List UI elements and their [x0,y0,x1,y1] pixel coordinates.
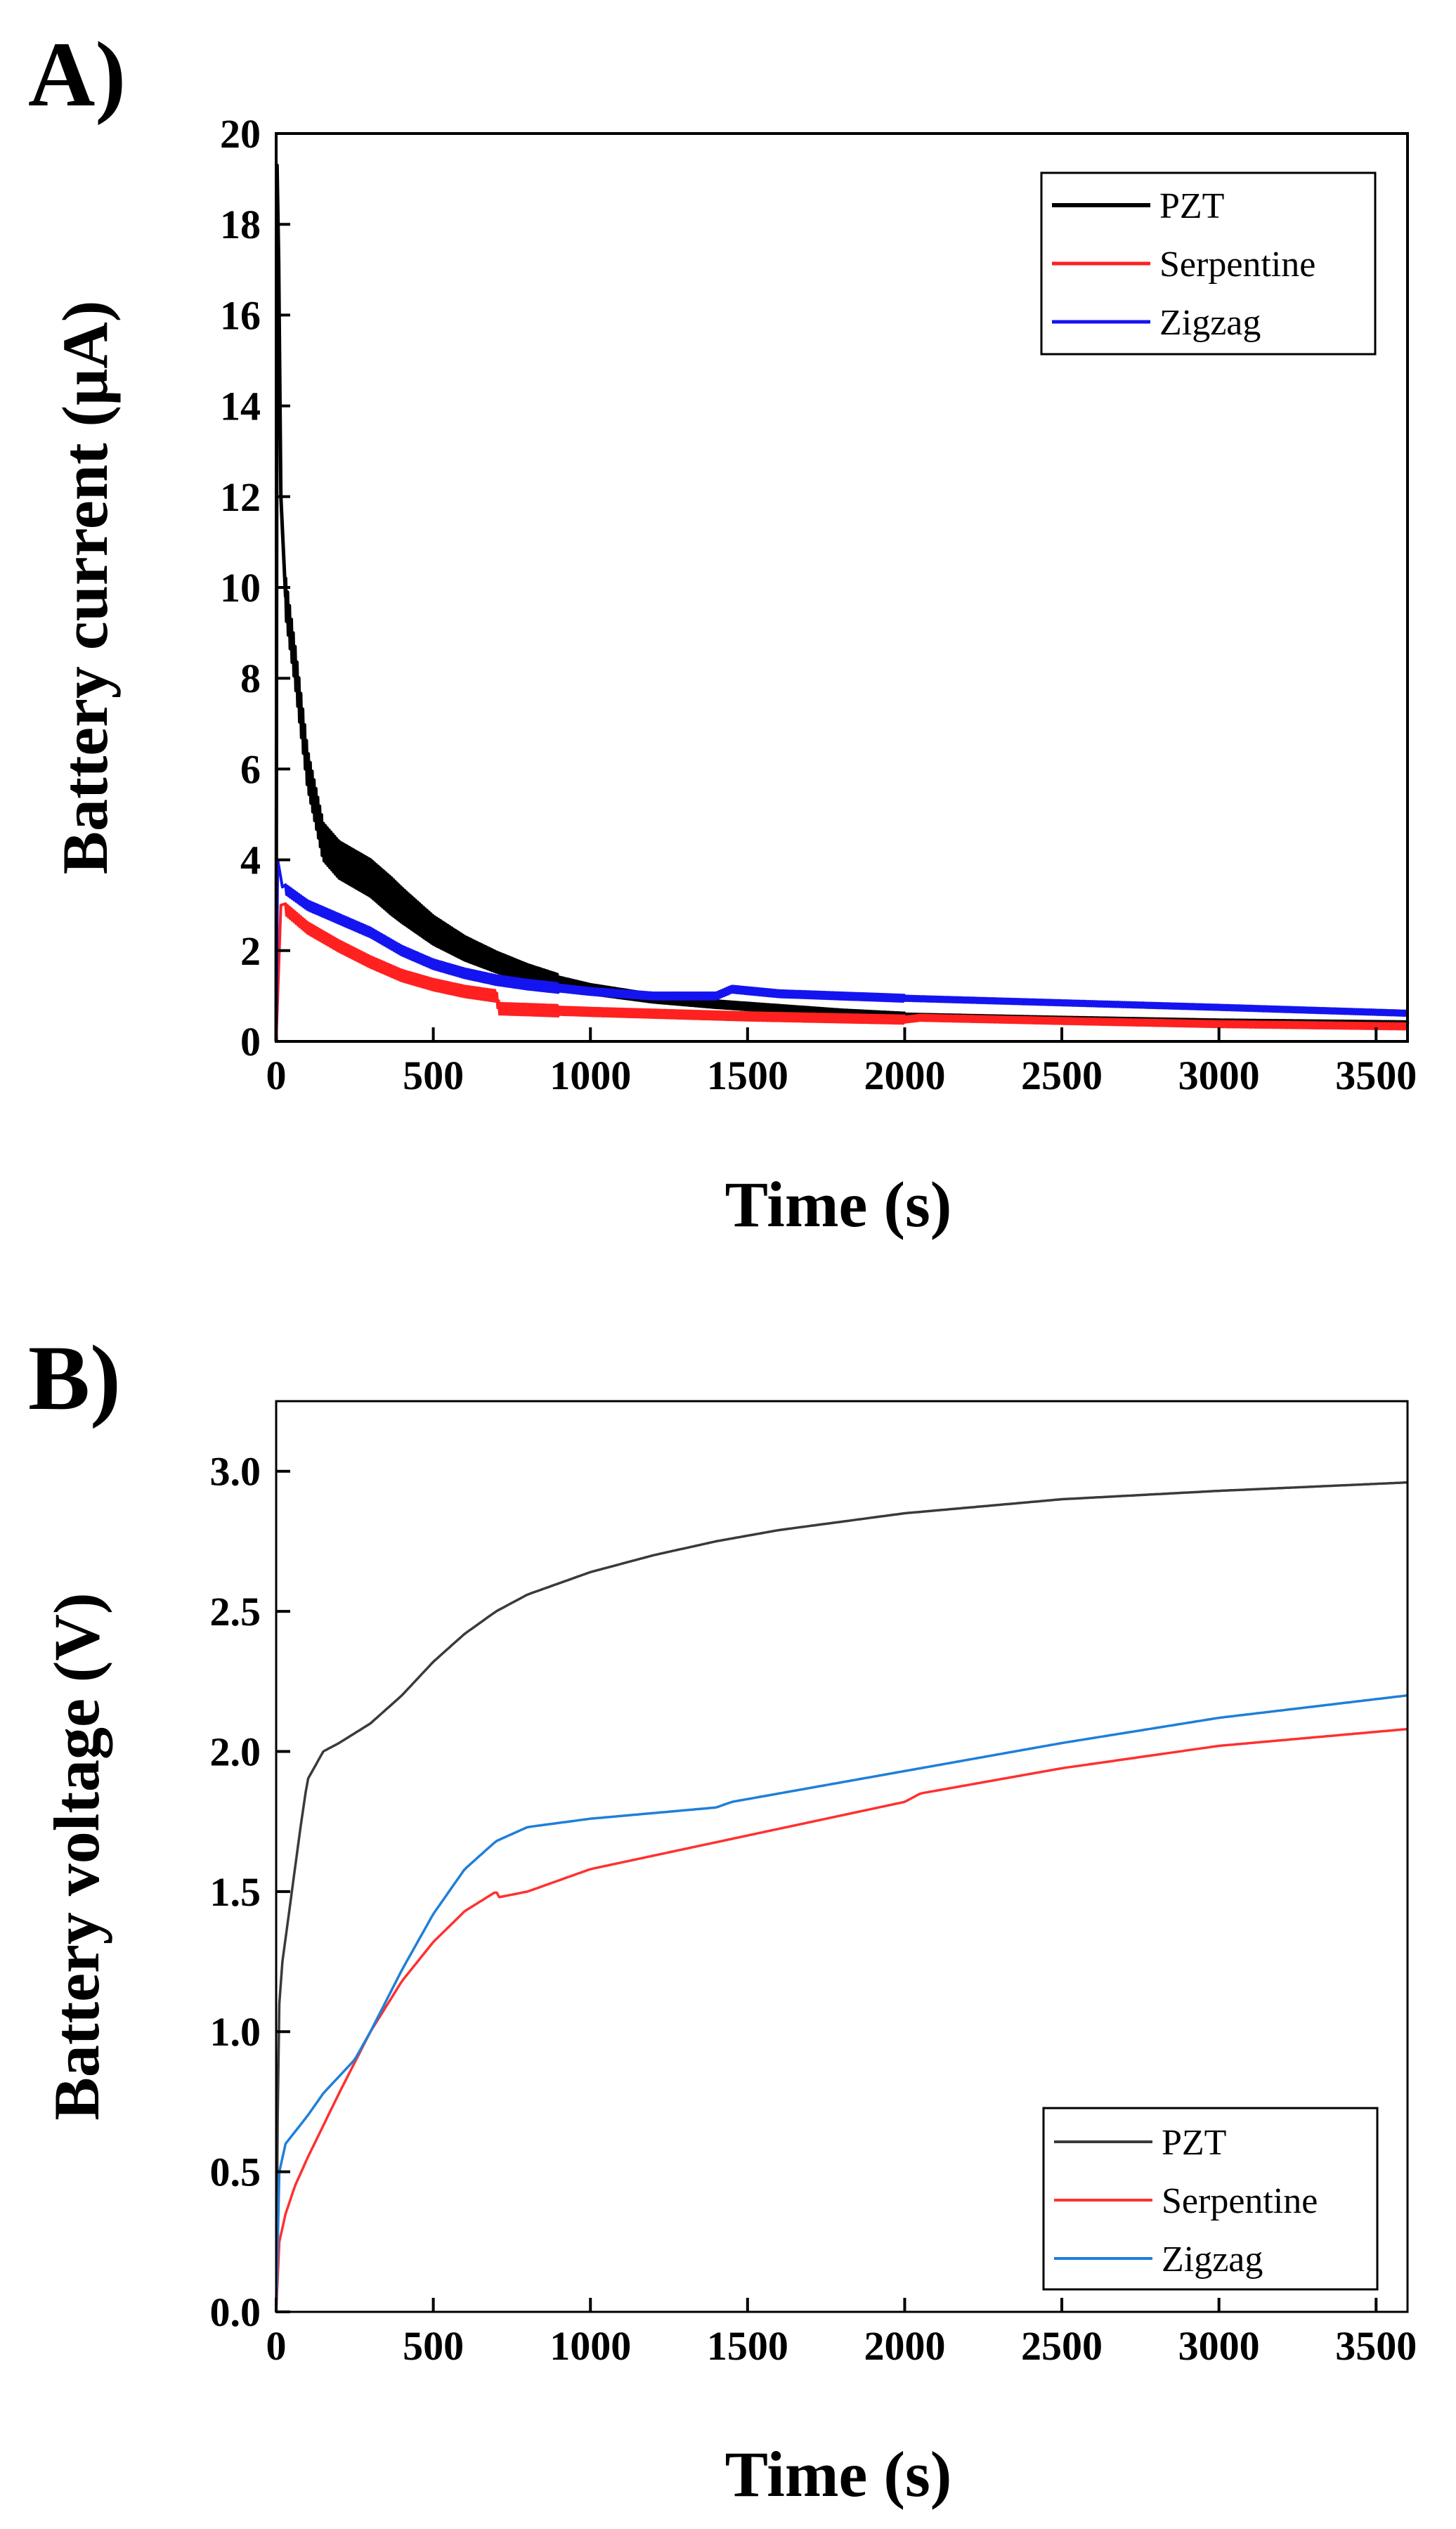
panel-a-x-axis-title: Time (s) [725,1169,952,1240]
panel-a-y-tick-label: 8 [240,656,261,701]
panel-a-legend: PZT Serpentine Zigzag [1040,171,1377,356]
panel-a-plot-area [274,163,1410,1042]
panel-b-series-serpentine [275,1727,1408,2313]
panel-a-x-tick-label: 3000 [1178,1053,1260,1098]
panel-b-series-zigzag [275,1694,1408,2313]
panel-b-y-tick-label: 1.5 [210,1869,261,1915]
panel-b-y-tick-label: 1.0 [210,2009,261,2055]
panel-a-y-tick-label: 16 [220,292,261,338]
panel-b-series-pzt [275,1481,1408,2313]
panel-b-x-tick-label: 1000 [550,2323,631,2369]
panel-b-x-tick-label: 500 [403,2323,464,2369]
panel-a-x-tick-label: 0 [266,1053,287,1098]
panel-b-x-tick-label: 2500 [1021,2323,1103,2369]
panel-b-x-ticks: 0 500 1000 1500 2000 2500 3000 3500 [266,2298,1417,2369]
panel-a-x-tick-label: 1500 [707,1053,788,1098]
panel-a-y-tick-label: 18 [220,202,261,247]
panel-b-y-axis-title: Battery voltage (V) [41,1592,112,2120]
panel-b-label: B) [28,1326,121,1429]
panel-a-y-tick-label: 12 [220,474,261,520]
panel-a-y-ticks: 0 2 4 6 8 10 12 14 16 18 20 [220,111,290,1065]
panel-a-legend-label-pzt: PZT [1159,186,1224,226]
panel-a-series-serpentine [275,902,1409,1042]
panel-a-y-tick-label: 14 [220,384,261,429]
panel-b-y-tick-label: 2.5 [210,1589,261,1634]
panel-b-x-tick-label: 1500 [707,2323,788,2369]
panel-a-x-ticks: 0 500 1000 1500 2000 2500 3000 3500 [266,1027,1417,1098]
panel-a-x-tick-label: 3500 [1335,1053,1417,1098]
panel-a-label: A) [28,22,126,126]
panel-b-x-tick-label: 2000 [864,2323,945,2369]
panel-b-legend: PZT Serpentine Zigzag [1042,2107,1379,2291]
panel-b-x-tick-label: 3500 [1335,2323,1417,2369]
panel-b-y-tick-label: 0.0 [210,2289,261,2335]
panel-a-x-tick-label: 2500 [1021,1053,1103,1098]
panel-a-x-tick-label: 1000 [550,1053,631,1098]
panel-a-x-tick-label: 500 [403,1053,464,1098]
panel-a-y-tick-label: 6 [240,746,261,792]
panel-b-plot-area [275,1481,1408,2313]
panel-b-frame [275,1400,1409,2313]
panel-b-legend-label-zigzag: Zigzag [1162,2239,1263,2280]
panel-b-y-tick-label: 0.5 [210,2150,261,2195]
panel-b-x-tick-label: 3000 [1178,2323,1260,2369]
panel-a-y-tick-label: 20 [220,111,261,157]
panel-a-y-axis-title: Battery current (μA) [49,301,121,875]
panel-a-legend-label-serpentine: Serpentine [1159,245,1315,285]
panel-a-y-tick-label: 2 [240,928,261,974]
panel-b-y-tick-label: 2.0 [210,1729,261,1774]
panel-a-y-tick-label: 10 [220,565,261,611]
panel-a-y-tick-label: 4 [240,838,261,883]
panel-b-x-axis-title: Time (s) [725,2438,952,2510]
panel-b-y-ticks: 0.0 0.5 1.0 1.5 2.0 2.5 3.0 [210,1449,290,2335]
panel-a-legend-label-zigzag: Zigzag [1159,303,1261,343]
panel-a-y-tick-label: 0 [240,1019,261,1065]
panel-a-x-tick-label: 2000 [864,1053,945,1098]
panel-b-y-tick-label: 3.0 [210,1449,261,1495]
panel-a: A) 0 500 1000 1500 2000 2500 3000 3500 0 2 4 6 8 10 1… [28,22,1417,1240]
panel-b-legend-label-serpentine: Serpentine [1162,2181,1318,2221]
panel-b: B) 0 500 1000 1500 2000 2500 3000 3500 0.0 0.5 1.… [28,1326,1417,2510]
panel-b-x-tick-label: 0 [266,2323,287,2369]
panel-b-legend-label-pzt: PZT [1162,2123,1226,2163]
panel-a-series-zigzag [275,858,1409,1042]
